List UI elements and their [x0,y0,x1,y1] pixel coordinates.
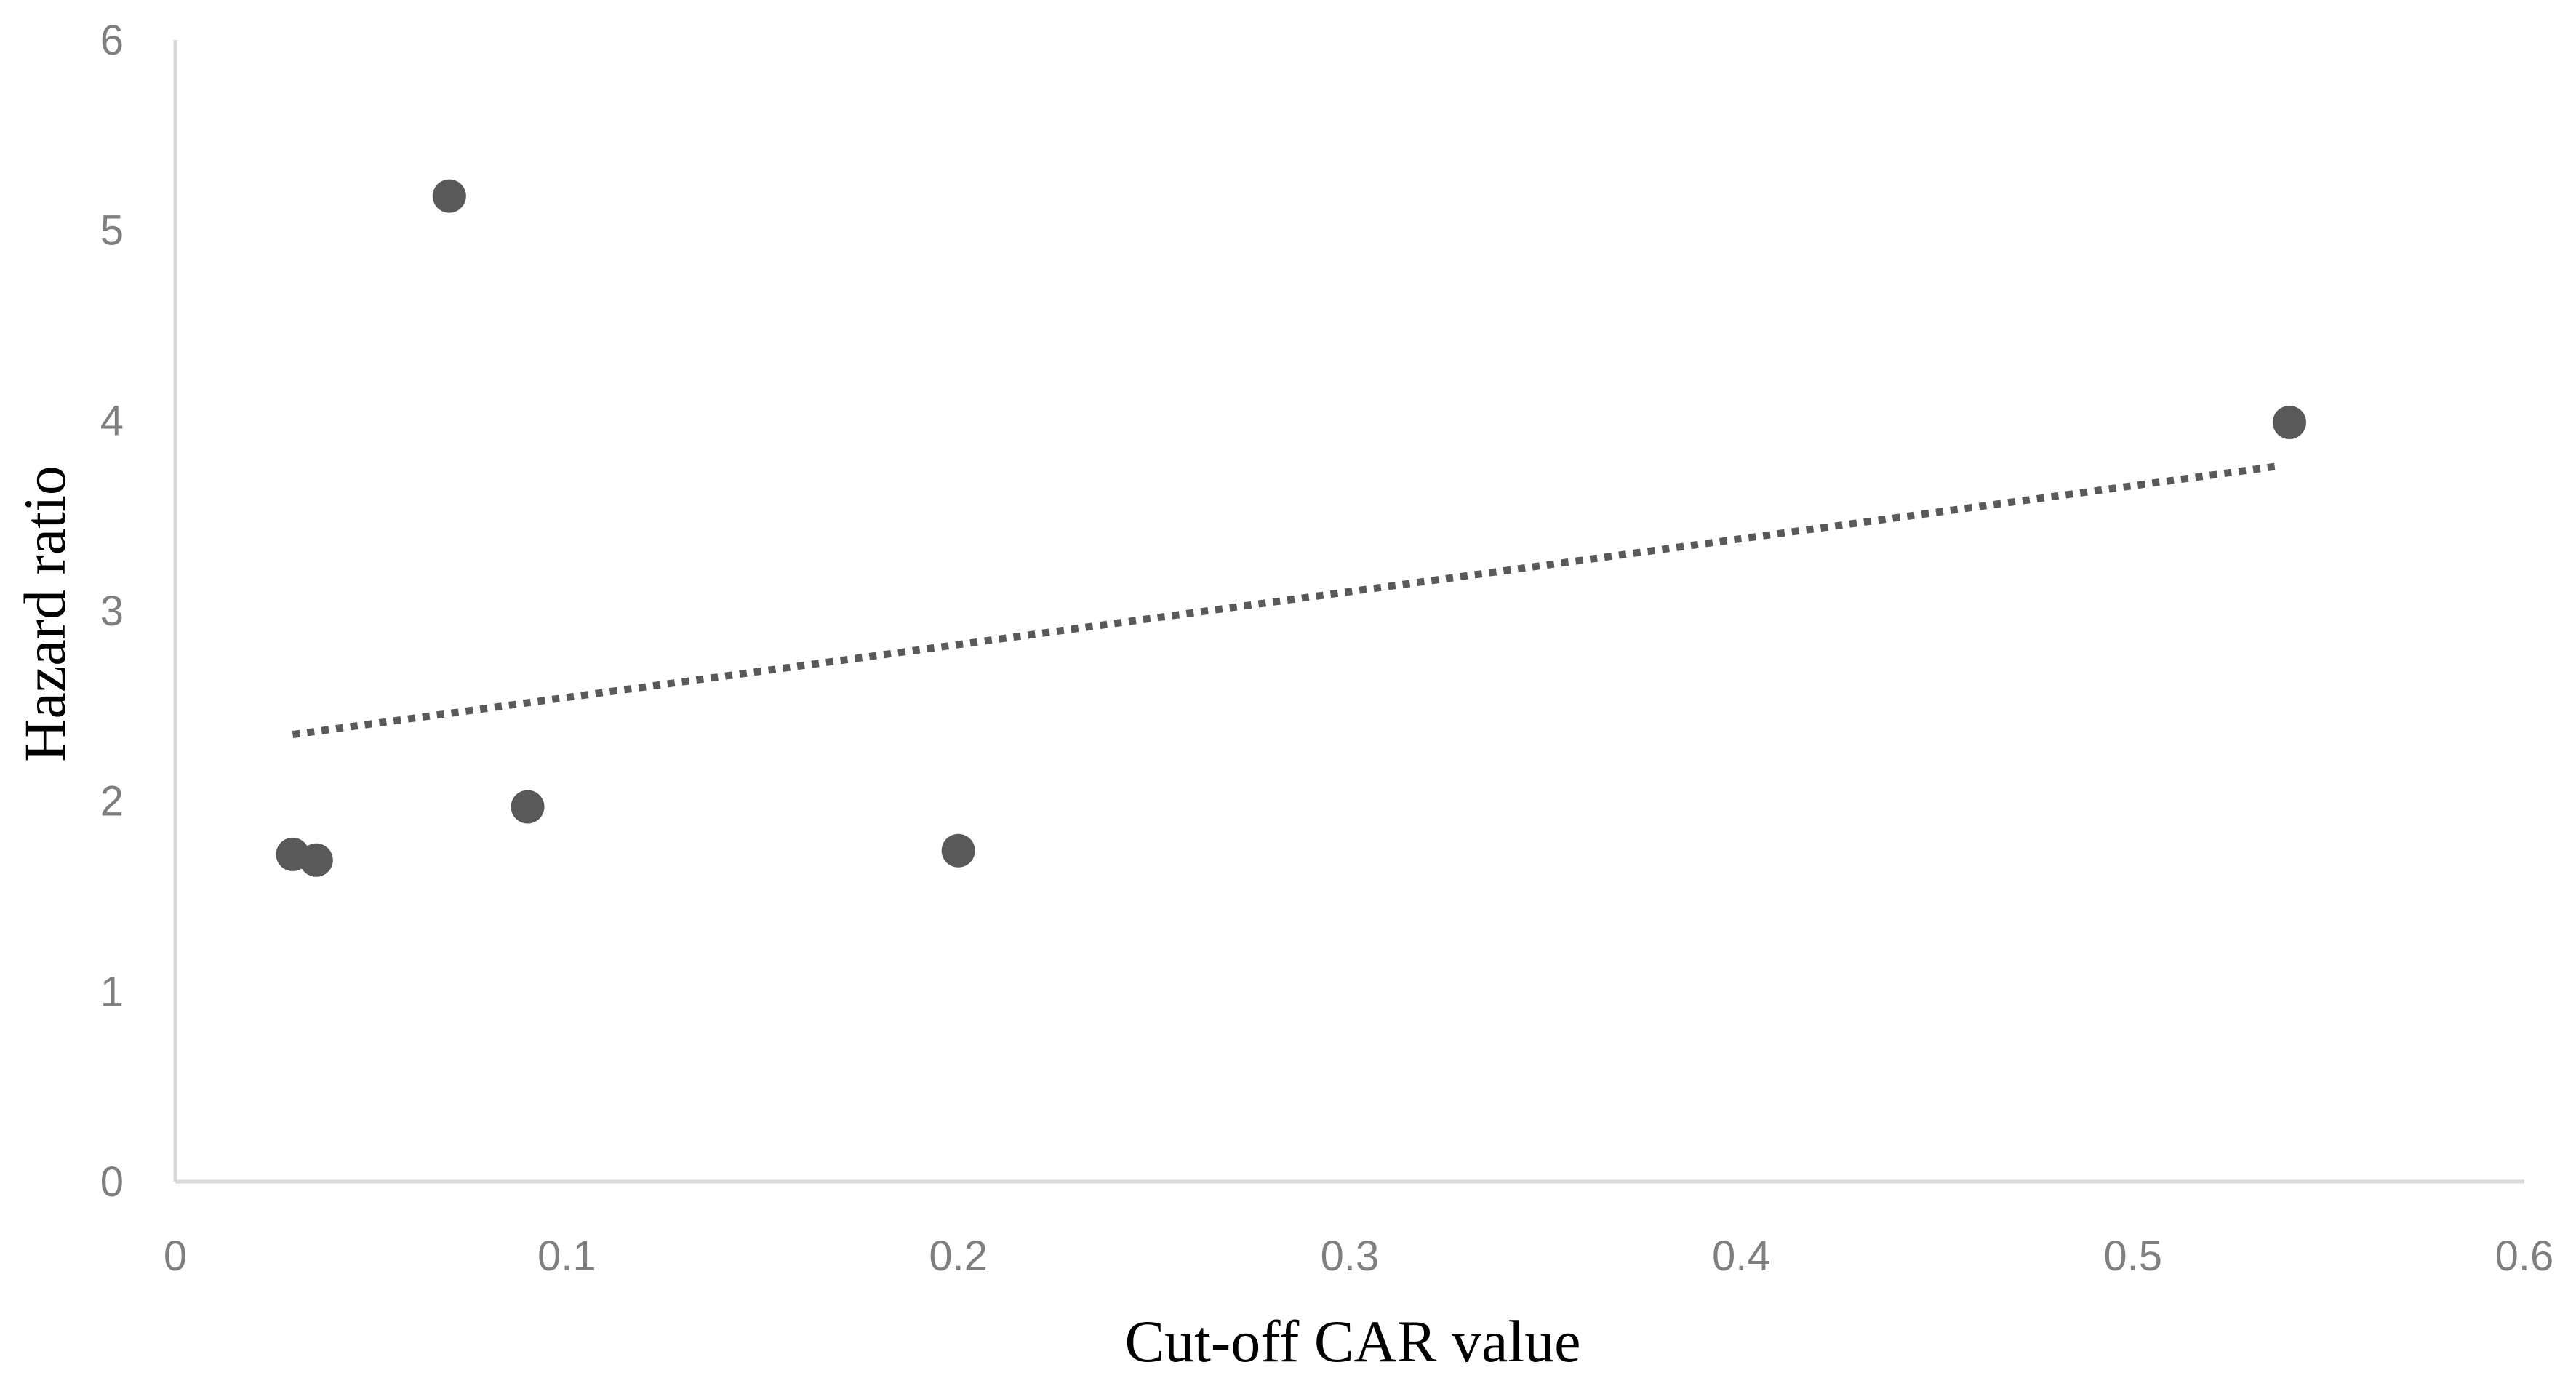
x-tick-label: 0.5 [2103,1233,2162,1280]
x-tick-label: 0.1 [537,1233,596,1280]
x-tick-label: 0.6 [2495,1233,2554,1280]
y-tick-label: 3 [100,588,124,635]
x-tick-label: 0.2 [929,1233,988,1280]
y-tick-label: 1 [100,968,124,1015]
data-point [2273,405,2306,439]
data-points [276,179,2306,877]
x-axis-title: Cut-off CAR value [1124,1308,1580,1374]
y-axis-labels: 0 1 2 3 4 5 6 [100,17,124,1206]
data-point [432,179,466,213]
y-tick-label: 4 [100,397,124,444]
y-tick-label: 6 [100,17,124,64]
x-tick-label: 0.3 [1321,1233,1380,1280]
x-tick-label: 0.4 [1712,1233,1771,1280]
x-tick-label: 0 [164,1233,187,1280]
data-point [511,790,545,824]
data-point [941,833,975,868]
y-tick-label: 5 [100,207,124,255]
trendline [292,462,2279,739]
x-axis-labels: 0 0.1 0.2 0.3 0.4 0.5 0.6 [164,1233,2553,1280]
y-axis-title: Hazard ratio [12,465,78,761]
data-point [299,843,333,877]
y-tick-label: 2 [100,778,124,825]
y-tick-label: 0 [100,1158,124,1206]
